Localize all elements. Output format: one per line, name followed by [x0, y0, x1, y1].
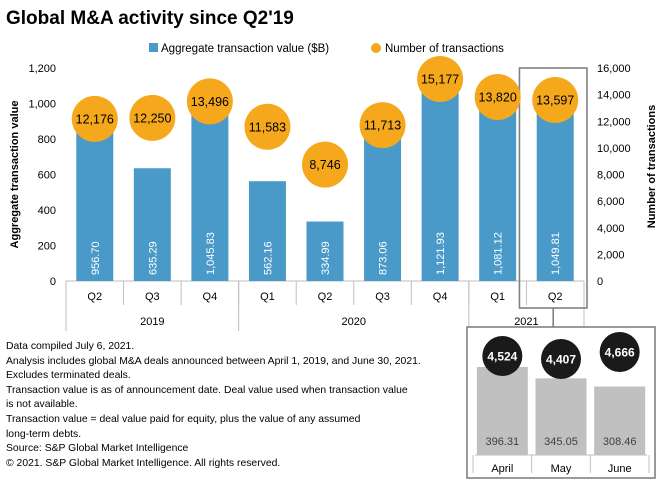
- bar: [248, 181, 286, 281]
- transaction-count-dot: [532, 76, 579, 123]
- note-line: Transaction value is as of announcement …: [6, 384, 408, 396]
- y2-tick-label: 16,000: [597, 63, 631, 75]
- y2-tick-label: 12,000: [597, 116, 631, 128]
- x-tick-label: Q2: [548, 291, 563, 303]
- bar-value-label: 1,045.83: [205, 232, 217, 275]
- x-tick-label: Q4: [433, 291, 448, 303]
- inset-bar-value-label: 345.05: [544, 436, 578, 448]
- y-tick-label: 200: [38, 241, 56, 253]
- y-tick-label: 1,000: [28, 99, 56, 111]
- transaction-count-dot: [359, 102, 406, 149]
- bar: [364, 126, 402, 281]
- inset-transaction-count-dot: [541, 339, 581, 379]
- y-tick-label: 0: [50, 276, 56, 288]
- y2-tick-label: 4,000: [597, 223, 625, 235]
- transaction-count-label: 13,820: [479, 91, 517, 105]
- legend-swatch-count: [371, 43, 381, 53]
- note-line: Transaction value = deal value paid for …: [6, 413, 361, 425]
- bar-value-label: 635.29: [147, 241, 159, 275]
- y2-tick-label: 6,000: [597, 196, 625, 208]
- transaction-count-label: 12,176: [76, 112, 114, 126]
- y2-tick-label: 8,000: [597, 170, 625, 182]
- x-tick-label: Q1: [490, 291, 505, 303]
- bar: [191, 95, 229, 281]
- y-tick-label: 400: [38, 205, 56, 217]
- transaction-count-dot: [417, 55, 464, 102]
- bar-value-label: 562.16: [262, 241, 274, 275]
- x-tick-label: Q3: [375, 291, 390, 303]
- footnotes: Data compiled July 6, 2021. Analysis inc…: [6, 340, 466, 471]
- transaction-count-label: 15,177: [421, 72, 459, 86]
- transaction-count-dot: [474, 74, 521, 121]
- y-tick-label: 1,200: [28, 63, 56, 75]
- transaction-count-label: 13,597: [536, 93, 574, 107]
- bar-value-label: 334.99: [320, 241, 332, 275]
- year-label: 2019: [140, 316, 164, 328]
- transaction-count-label: 11,583: [249, 120, 286, 134]
- bar-value-label: 1,121.93: [435, 232, 447, 275]
- transaction-count-label: 8,746: [309, 158, 340, 172]
- bar: [479, 89, 517, 281]
- y2-tick-label: 2,000: [597, 249, 625, 261]
- transaction-count-dot: [302, 141, 348, 188]
- x-tick-label: Q2: [87, 291, 102, 303]
- y2-tick-label: 0: [597, 276, 603, 288]
- y-tick-label: 600: [38, 170, 56, 182]
- bar: [421, 81, 459, 281]
- y2-tick-label: 10,000: [597, 143, 631, 155]
- year-label: 2020: [342, 316, 366, 328]
- y2-axis-title: Number of transactions: [646, 105, 658, 228]
- transaction-count-label: 12,250: [133, 111, 171, 125]
- x-tick-label: Q3: [145, 291, 160, 303]
- y-axis-title: Aggregate transaction value: [9, 101, 21, 249]
- inset-x-tick-label: June: [608, 463, 632, 475]
- transaction-count-label: 11,713: [364, 119, 401, 133]
- note-line: is not available.: [6, 399, 78, 411]
- inset-bar-value-label: 308.46: [603, 436, 637, 448]
- bar-value-label: 1,081.12: [493, 232, 505, 275]
- transaction-count-dot: [244, 103, 291, 150]
- y2-tick-label: 14,000: [597, 90, 631, 102]
- transaction-count-label: 13,496: [191, 95, 229, 109]
- note-line: Source: S&P Global Market Intelligence: [6, 443, 189, 455]
- y-tick-label: 800: [38, 134, 56, 146]
- note-line: Analysis includes global M&A deals annou…: [6, 355, 421, 367]
- x-tick-label: Q2: [318, 291, 333, 303]
- note-line: long-term debts.: [6, 428, 82, 440]
- x-tick-label: Q4: [203, 291, 218, 303]
- transaction-count-dot: [71, 95, 118, 142]
- inset-bar: [476, 367, 528, 455]
- inset-transaction-count-dot: [482, 336, 523, 376]
- legend-swatch-value: [149, 43, 158, 52]
- inset-x-tick-label: April: [491, 463, 513, 475]
- bar: [306, 221, 344, 281]
- inset-transaction-count-dot: [599, 332, 640, 372]
- note-line: Data compiled July 6, 2021.: [6, 341, 135, 352]
- transaction-count-dot: [186, 78, 233, 125]
- bar: [133, 168, 171, 281]
- transaction-count-dot: [129, 94, 176, 141]
- inset-transaction-count-label: 4,666: [605, 346, 635, 360]
- year-label: 2021: [514, 316, 538, 328]
- note-line: © 2021. S&P Global Market Intelligence. …: [6, 457, 281, 469]
- chart-title: Global M&A activity since Q2'19: [6, 8, 294, 29]
- bar-value-label: 956.70: [90, 241, 102, 275]
- inset-bar: [594, 386, 646, 455]
- legend-label-value: Aggregate transaction value ($B): [161, 43, 329, 55]
- bar: [536, 94, 574, 281]
- legend-label-count: Number of transactions: [385, 43, 504, 55]
- inset-bar: [535, 378, 587, 455]
- inset-bar-value-label: 396.31: [486, 436, 520, 448]
- bar-value-label: 873.06: [378, 241, 390, 275]
- inset-x-tick-label: May: [551, 463, 572, 475]
- bar-value-label: 1,049.81: [550, 232, 562, 275]
- inset-transaction-count-label: 4,407: [546, 353, 576, 367]
- note-line: Excludes terminated deals.: [6, 370, 131, 382]
- inset-transaction-count-label: 4,524: [487, 350, 517, 364]
- x-tick-label: Q1: [260, 291, 275, 303]
